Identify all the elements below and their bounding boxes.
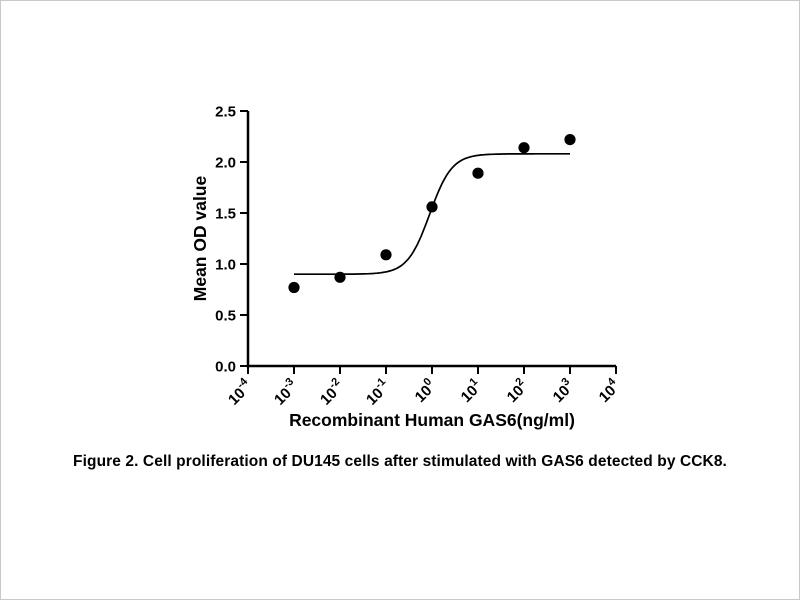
chart-canvas: 0.0 0.5 1.0 1.5 2.0 2.5 10-4 10-3 10-2 10-1 100 101…: [190, 104, 625, 431]
y-tick-label: 0.5: [215, 308, 236, 325]
y-tick-label: 2.5: [215, 104, 236, 121]
data-point: [334, 271, 346, 283]
data-point: [472, 167, 484, 179]
x-tick-label: 10-2: [315, 376, 348, 409]
x-tick-label: 10-3: [269, 376, 302, 409]
data-point: [380, 249, 392, 261]
data-point: [564, 134, 576, 146]
y-tick-label: 0.0: [215, 359, 236, 376]
y-axis-label: Mean OD value: [190, 176, 210, 302]
x-tick-label: 103: [548, 376, 578, 406]
x-tick-label: 10-1: [361, 376, 394, 409]
y-tick-label: 2.0: [215, 155, 236, 172]
dose-response-chart: 0.0 0.5 1.0 1.5 2.0 2.5 10-4 10-3 10-2 10-1 100 101…: [1, 1, 799, 446]
x-tick-label: 101: [456, 376, 486, 406]
data-point: [426, 201, 438, 213]
y-tick-label: 1.5: [215, 206, 236, 223]
x-axis-label: Recombinant Human GAS6(ng/ml): [289, 410, 575, 430]
y-tick-label: 1.0: [215, 257, 236, 274]
data-point: [518, 142, 530, 154]
data-point: [288, 281, 300, 294]
x-tick-label: 104: [594, 375, 625, 406]
x-tick-label: 102: [502, 376, 532, 406]
figure-caption: Figure 2. Cell proliferation of DU145 ce…: [73, 453, 727, 470]
x-tick-label: 100: [410, 376, 440, 406]
x-tick-label: 10-4: [223, 375, 256, 408]
fit-curve: [294, 152, 570, 276]
